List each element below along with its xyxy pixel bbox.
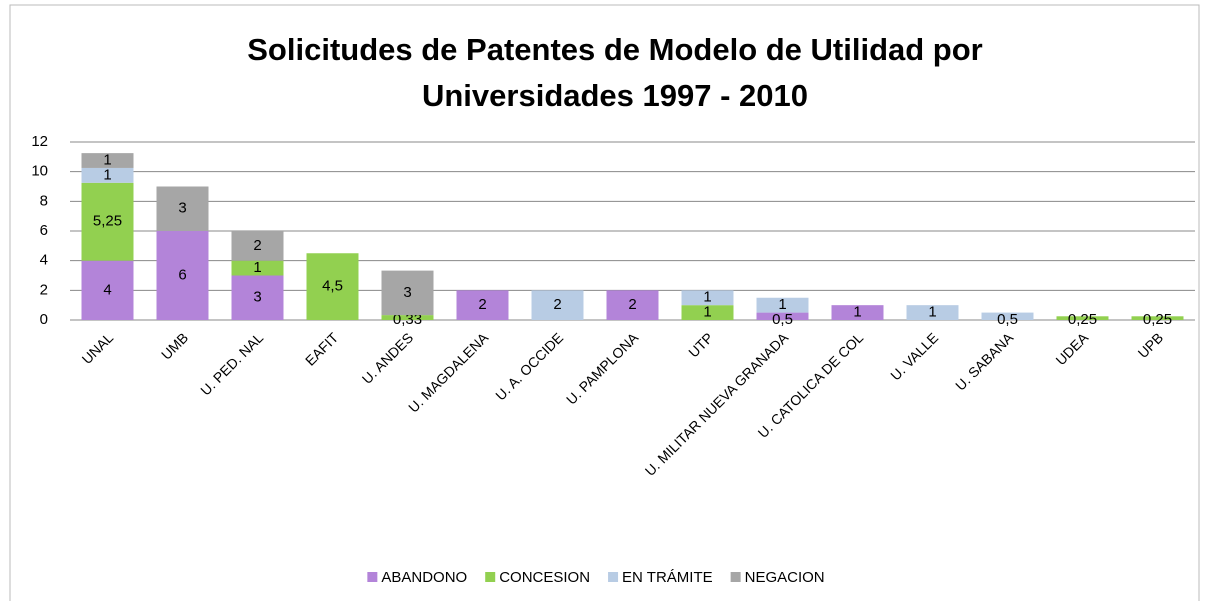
y-tick-label: 8 xyxy=(40,192,48,209)
bar-segment xyxy=(231,275,284,320)
data-label: 1 xyxy=(103,152,111,169)
bar-segment xyxy=(906,305,959,320)
data-label: 1 xyxy=(103,166,111,183)
bar-segment xyxy=(306,253,359,320)
bar-segment xyxy=(681,290,734,306)
data-label: 3 xyxy=(403,284,411,301)
legend-label: EN TRÁMITE xyxy=(622,569,713,586)
bar-segment xyxy=(81,167,134,183)
data-label: 0,5 xyxy=(772,311,793,328)
data-label: 4 xyxy=(103,281,111,298)
data-label: 2 xyxy=(553,296,561,313)
bar-segment xyxy=(606,290,659,320)
data-label: 2 xyxy=(628,296,636,313)
chart-title: Universidades 1997 - 2010 xyxy=(422,78,808,113)
y-tick-label: 0 xyxy=(40,311,48,328)
data-label: 0,33 xyxy=(393,311,422,328)
legend-label: ABANDONO xyxy=(381,569,467,586)
legend-swatch xyxy=(730,572,741,582)
bar-segment xyxy=(531,290,584,320)
y-tick-label: 12 xyxy=(31,133,48,150)
bar-segment xyxy=(981,312,1034,320)
data-label: 0,25 xyxy=(1068,311,1097,328)
bar-segment xyxy=(756,297,809,313)
legend-label: NEGACION xyxy=(745,569,825,586)
legend-swatch xyxy=(608,572,619,582)
legend-swatch xyxy=(485,572,496,582)
data-label: 6 xyxy=(178,266,186,283)
bar-segment xyxy=(81,182,134,261)
chart-title: Solicitudes de Patentes de Modelo de Uti… xyxy=(247,32,983,67)
data-label: 1 xyxy=(703,289,711,306)
y-tick-label: 6 xyxy=(40,222,48,239)
y-tick-label: 10 xyxy=(31,163,48,180)
y-tick-label: 2 xyxy=(40,281,48,298)
y-tick-label: 4 xyxy=(40,252,48,269)
bar-segment xyxy=(456,290,509,320)
data-label: 1 xyxy=(778,296,786,313)
data-label: 1 xyxy=(853,304,861,321)
bar-segment xyxy=(231,260,284,276)
data-label: 5,25 xyxy=(93,213,122,230)
bar-segment xyxy=(381,315,434,320)
data-label: 1 xyxy=(703,304,711,321)
data-label: 1 xyxy=(253,259,261,276)
legend-swatch xyxy=(367,572,378,582)
bar-segment xyxy=(231,231,284,261)
bar-segment xyxy=(81,260,134,320)
data-label: 1 xyxy=(928,304,936,321)
data-label: 2 xyxy=(253,237,261,254)
data-label: 4,5 xyxy=(322,278,343,295)
data-label: 3 xyxy=(253,289,261,306)
bar-segment xyxy=(681,305,734,320)
bar-segment xyxy=(1131,316,1184,320)
bar-segment xyxy=(1056,316,1109,320)
bar-segment xyxy=(831,305,884,320)
data-label: 0,25 xyxy=(1143,311,1172,328)
data-label: 0,5 xyxy=(997,311,1018,328)
data-label: 2 xyxy=(478,296,486,313)
legend-label: CONCESION xyxy=(499,569,590,586)
bar-segment xyxy=(381,270,434,316)
bar-segment xyxy=(756,312,809,320)
bar-segment xyxy=(156,231,209,320)
bar-segment xyxy=(81,153,134,168)
data-label: 3 xyxy=(178,200,186,217)
bar-segment xyxy=(156,186,209,231)
